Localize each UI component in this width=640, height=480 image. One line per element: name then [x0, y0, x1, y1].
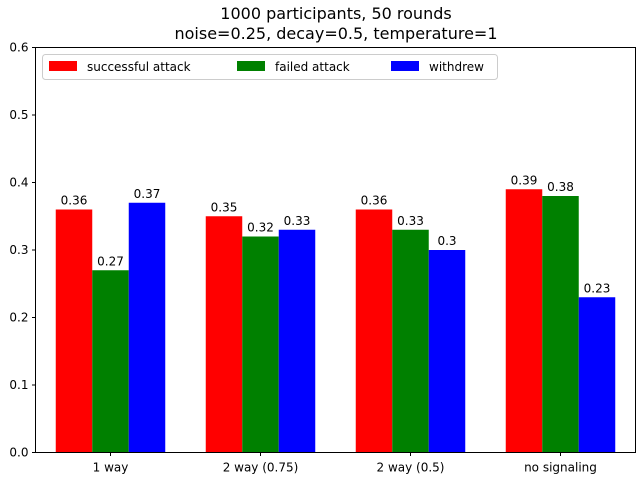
data-label: 0.38 [547, 180, 574, 194]
bar-successful-attack-1 [205, 216, 243, 453]
legend: successful attack failed attack withdrew [42, 54, 498, 80]
x-axis: 1 way 2 way (0.75) 2 way (0.5) no signaling [93, 452, 597, 475]
legend-label: failed attack [275, 60, 350, 74]
y-tick-label: 0.4 [9, 176, 28, 190]
x-tick-label: 2 way (0.5) [377, 461, 445, 475]
chart-title: 1000 participants, 50 rounds [220, 4, 451, 23]
x-tick-label: 1 way [93, 461, 129, 475]
bars-group [55, 189, 616, 453]
data-labels-group: 0.36 0.35 0.36 0.39 0.27 0.32 0.33 0.38 0.37 0.33… [61, 173, 611, 295]
bar-failed-attack-0 [92, 270, 129, 453]
legend-label: successful attack [87, 60, 191, 74]
y-tick-label: 0.0 [9, 446, 28, 460]
legend-label: withdrew [429, 60, 484, 74]
bar-successful-attack-0 [55, 209, 93, 453]
x-tick-label: no signaling [524, 461, 597, 475]
bar-withdrew-2 [428, 250, 466, 453]
bar-withdrew-1 [278, 229, 316, 453]
legend-swatch [49, 61, 77, 71]
y-tick-label: 0.2 [9, 311, 28, 325]
data-label: 0.33 [284, 214, 311, 228]
legend-box [42, 54, 498, 80]
bar-failed-attack-1 [242, 236, 279, 453]
bar-successful-attack-2 [355, 209, 393, 453]
data-label: 0.36 [361, 194, 388, 208]
data-label: 0.3 [437, 234, 456, 248]
y-tick-label: 0.1 [9, 378, 28, 392]
y-tick-label: 0.3 [9, 243, 28, 257]
data-label: 0.36 [61, 194, 88, 208]
legend-swatch [391, 61, 419, 71]
bar-failed-attack-2 [392, 229, 429, 453]
data-label: 0.32 [247, 221, 274, 235]
y-axis: 0.0 0.1 0.2 0.3 0.4 0.5 0.6 [9, 41, 36, 460]
data-label: 0.27 [97, 254, 124, 268]
y-tick-label: 0.5 [9, 108, 28, 122]
bar-withdrew-0 [128, 202, 166, 453]
legend-swatch [237, 61, 265, 71]
plot-frame [35, 47, 636, 453]
data-label: 0.35 [211, 200, 238, 214]
bar-withdrew-3 [578, 297, 616, 453]
bar-failed-attack-3 [542, 196, 579, 453]
y-tick-label: 0.6 [9, 41, 28, 55]
chart-subtitle: noise=0.25, decay=0.5, temperature=1 [174, 24, 497, 43]
data-label: 0.37 [134, 187, 161, 201]
data-label: 0.33 [397, 214, 424, 228]
bar-successful-attack-3 [505, 189, 543, 453]
data-label: 0.23 [584, 281, 611, 295]
data-label: 0.39 [511, 173, 538, 187]
x-tick-label: 2 way (0.75) [223, 461, 299, 475]
